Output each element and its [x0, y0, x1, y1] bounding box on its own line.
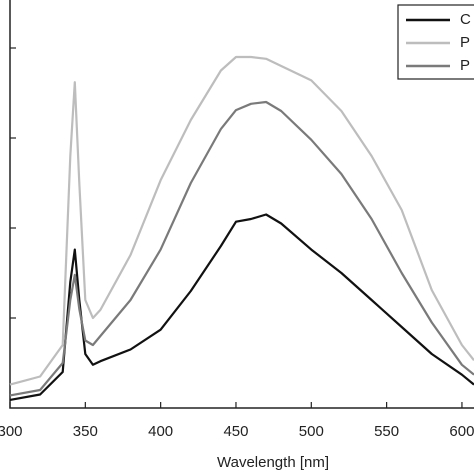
series-line	[9, 100, 474, 397]
series-line	[9, 213, 474, 401]
legend-label: P	[460, 34, 470, 51]
plot-frame	[9, 0, 474, 409]
x-tick-label: 550	[374, 423, 399, 440]
x-tick-label: 450	[223, 423, 248, 440]
x-tick-label: 600	[449, 423, 474, 440]
x-tick-label: 400	[148, 423, 173, 440]
x-tick-label: 500	[299, 423, 324, 440]
x-tick-label: 300	[0, 423, 23, 440]
legend-label: P	[460, 57, 470, 74]
legend-label: C	[460, 11, 471, 28]
x-axis-label: Wavelength [nm]	[217, 454, 329, 471]
x-tick-label: 350	[73, 423, 98, 440]
series-line	[9, 55, 474, 386]
